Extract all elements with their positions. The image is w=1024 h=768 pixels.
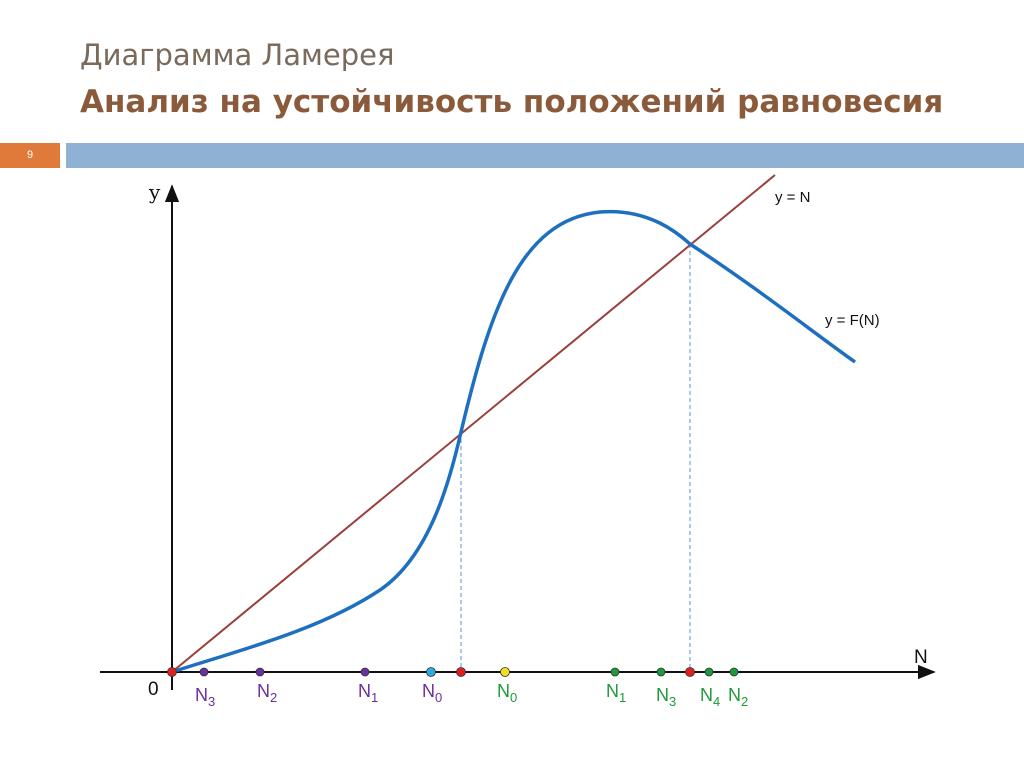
x-axis-label: N <box>914 647 928 668</box>
line-label: y = N <box>775 189 810 206</box>
slide-number: 9 <box>0 143 60 168</box>
origin-label: 0 <box>148 679 159 700</box>
header-bar <box>66 143 1024 168</box>
point-green-n1 <box>610 667 620 677</box>
label-green-n0: N0 <box>497 681 517 705</box>
equilibrium-point-stable <box>685 667 695 677</box>
origin-point <box>167 667 177 677</box>
label-green-n1: N1 <box>606 681 626 705</box>
label-green-n2: N2 <box>728 685 748 709</box>
label-purple-n2: N2 <box>257 681 277 705</box>
point-green-n2 <box>729 667 739 677</box>
y-axis-label: y <box>148 180 161 204</box>
point-purple-n1 <box>360 667 370 677</box>
label-purple-n1: N1 <box>358 681 378 705</box>
point-purple-n2 <box>255 667 265 677</box>
slide-subtitle: Диаграмма Ламерея <box>80 38 395 72</box>
label-purple-n3: N3 <box>195 685 215 709</box>
point-green-n3 <box>656 667 666 677</box>
f-curve <box>171 209 857 674</box>
point-cyan-n0 <box>426 667 436 677</box>
label-green-n3: N3 <box>656 685 676 709</box>
identity-line <box>171 174 776 673</box>
label-green-n4: N4 <box>700 685 720 709</box>
point-purple-n3 <box>199 667 209 677</box>
slide-title: Анализ на устойчивость положений равнове… <box>80 84 944 120</box>
point-yellow-n0 <box>500 667 510 677</box>
equilibrium-point-unstable <box>456 667 466 677</box>
label-purple-n0: N0 <box>422 681 442 705</box>
curve-label: y = F(N) <box>825 312 880 329</box>
point-green-n4 <box>704 667 714 677</box>
